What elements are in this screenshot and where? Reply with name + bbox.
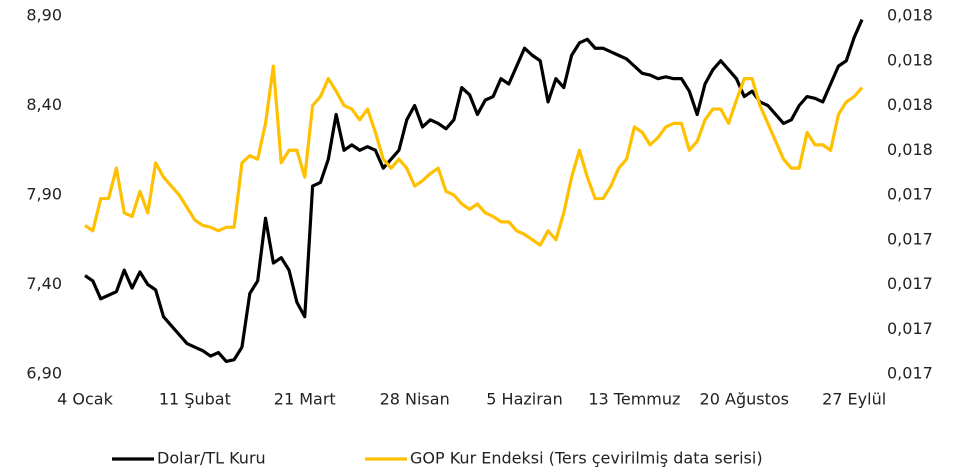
x-tick-label: 4 Ocak <box>57 390 113 409</box>
x-tick-label: 28 Nisan <box>380 390 450 409</box>
y2-tick-label: 0,018 <box>887 140 933 159</box>
y-tick-label: 7,90 <box>26 185 62 204</box>
y2-tick-label: 0,017 <box>887 185 933 204</box>
y2-tick-label: 0,018 <box>887 6 933 25</box>
y2-tick-label: 0,018 <box>887 95 933 114</box>
x-tick-label: 13 Temmuz <box>588 390 680 409</box>
y-tick-label: 6,90 <box>26 364 62 383</box>
line-series <box>84 64 864 247</box>
legend-label: GOP Kur Endeksi (Ters çevirilmiş data se… <box>410 449 763 468</box>
x-tick-label: 27 Eylül <box>822 390 886 409</box>
y2-tick-label: 0,017 <box>887 274 933 293</box>
x-tick-label: 11 Şubat <box>159 390 231 409</box>
y-tick-label: 7,40 <box>26 274 62 293</box>
x-tick-label: 5 Haziran <box>486 390 562 409</box>
y-tick-label: 8,40 <box>26 95 62 114</box>
y2-tick-label: 0,017 <box>887 364 933 383</box>
legend-label: Dolar/TL Kuru <box>157 449 266 468</box>
y2-tick-label: 0,017 <box>887 319 933 338</box>
y2-tick-label: 0,018 <box>887 50 933 69</box>
line-series <box>84 18 864 364</box>
y-tick-label: 8,90 <box>26 6 62 25</box>
x-tick-label: 21 Mart <box>274 390 336 409</box>
x-tick-label: 20 Ağustos <box>700 390 789 409</box>
y2-tick-label: 0,017 <box>887 229 933 248</box>
